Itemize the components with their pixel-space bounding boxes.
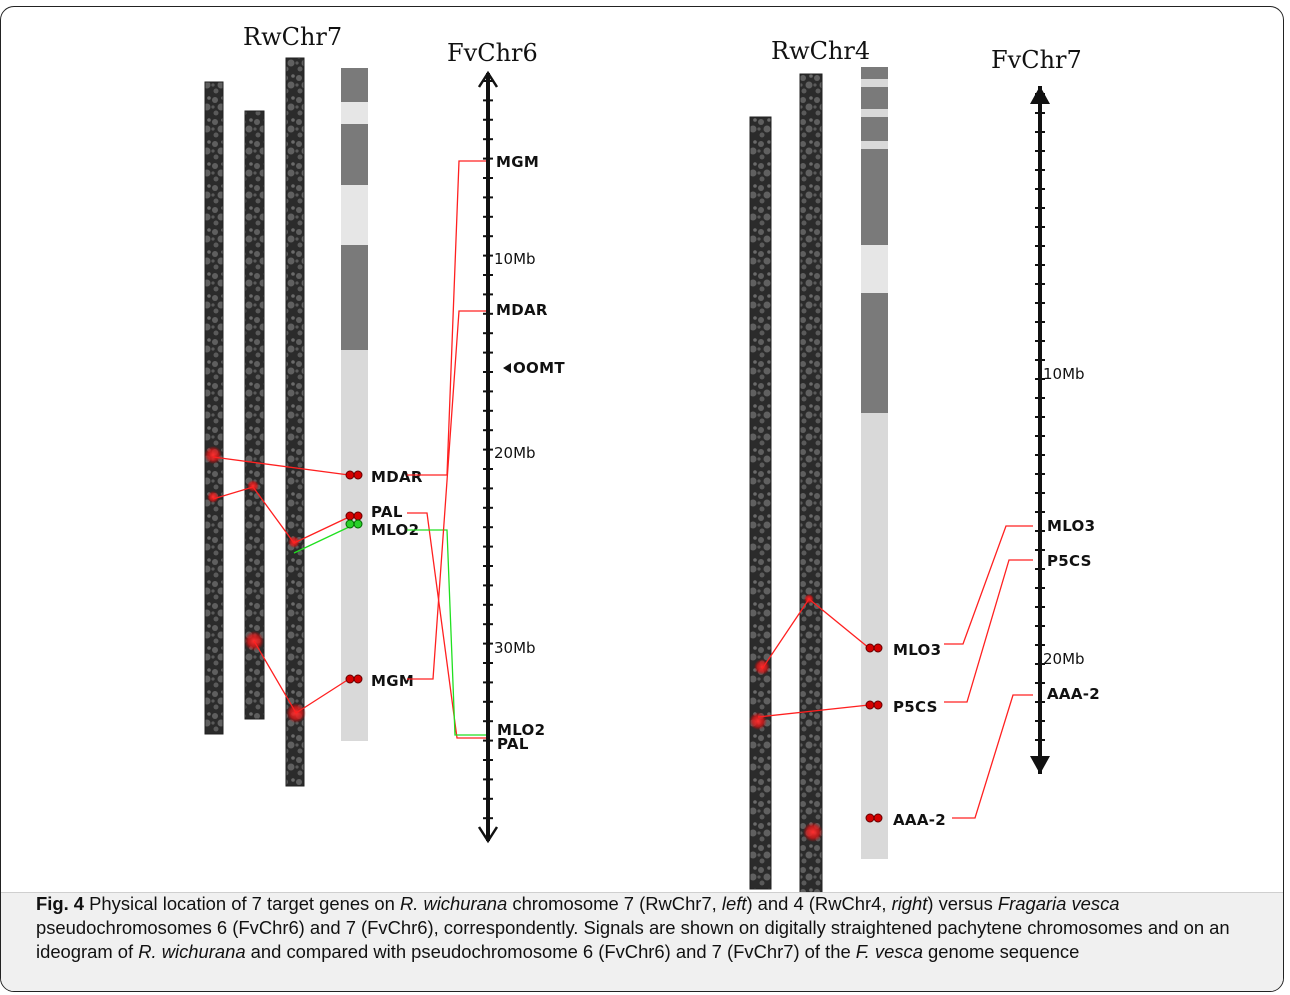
caption-text: chromosome 7 (RwChr7, bbox=[507, 893, 722, 914]
caption-italic: right bbox=[891, 893, 928, 914]
right-fv-label: FvChr7 bbox=[991, 46, 1082, 74]
red-link-line bbox=[407, 310, 487, 680]
red-link-line bbox=[253, 640, 350, 714]
arrow-up-icon bbox=[477, 70, 499, 88]
ideogram-gene-label: P5CS bbox=[893, 698, 938, 716]
fv-gene-label: OOMT bbox=[513, 359, 565, 377]
fv-gene-label: AAA-2 bbox=[1047, 685, 1100, 703]
red-link-line bbox=[944, 559, 1033, 703]
scale-label: 10Mb bbox=[1043, 365, 1085, 383]
gene-marker bbox=[873, 700, 883, 710]
arrow-down-icon bbox=[1030, 756, 1050, 774]
figure-frame: RwChr7 FvChr6 bbox=[0, 6, 1284, 992]
scale-label: 20Mb bbox=[1043, 650, 1085, 668]
left-ideogram bbox=[341, 68, 368, 741]
caption-italic: left bbox=[721, 893, 747, 914]
red-link-line bbox=[407, 160, 487, 476]
red-signal bbox=[749, 712, 767, 730]
caption-text: and compared with pseudochromosome 6 (Fv… bbox=[245, 941, 856, 962]
scale-label: 10Mb bbox=[494, 250, 536, 268]
gene-marker bbox=[873, 643, 883, 653]
figure-diagram: RwChr7 FvChr6 bbox=[204, 23, 1100, 892]
ideogram-gene-label: MGM bbox=[371, 672, 414, 690]
red-link-line bbox=[212, 456, 350, 476]
green-link-line bbox=[293, 526, 350, 554]
red-signal bbox=[803, 822, 823, 842]
caption-text: ) versus bbox=[927, 893, 998, 914]
fv-gene-label: MLO3 bbox=[1047, 517, 1095, 535]
red-signal bbox=[207, 491, 219, 503]
caption-italic: R. wichurana bbox=[399, 893, 508, 914]
gene-marker bbox=[865, 700, 875, 710]
ideogram-gene-label: MLO3 bbox=[893, 641, 941, 659]
gene-marker bbox=[865, 643, 875, 653]
figure-number: Fig. 4 bbox=[36, 893, 85, 914]
left-chromosome-1 bbox=[204, 81, 224, 735]
gene-marker bbox=[353, 674, 363, 684]
caption-italic: Fragaria vesca bbox=[997, 893, 1120, 914]
red-link-line bbox=[407, 512, 487, 739]
red-link-line bbox=[952, 694, 1033, 819]
ideogram-gene-label: MDAR bbox=[371, 468, 423, 486]
red-link-line bbox=[212, 486, 350, 544]
gene-marker bbox=[353, 519, 363, 529]
left-chromosome-3 bbox=[285, 57, 305, 787]
right-chromosome-2 bbox=[799, 73, 823, 892]
ideogram-gene-label: MLO2 bbox=[371, 521, 419, 539]
left-fv-label: FvChr6 bbox=[447, 39, 538, 67]
left-rw-label: RwChr7 bbox=[243, 23, 342, 51]
fv-gene-label: MDAR bbox=[496, 301, 548, 319]
fv-gene-label: P5CS bbox=[1047, 552, 1092, 570]
caption-italic: R. wichurana bbox=[138, 941, 246, 962]
red-link-line bbox=[944, 525, 1033, 645]
scale-label: 20Mb bbox=[494, 444, 536, 462]
gene-marker bbox=[873, 813, 883, 823]
caption-text: pseudochromosomes 6 (FvChr6) and 7 (FvCh… bbox=[36, 917, 1230, 962]
red-signal bbox=[204, 446, 222, 464]
left-panel: RwChr7 FvChr6 bbox=[204, 23, 565, 844]
caption-background bbox=[1, 892, 1283, 991]
pointer-arrow-icon bbox=[503, 363, 511, 373]
fv-gene-label: PAL bbox=[497, 735, 529, 753]
caption-italic: F. vesca bbox=[855, 941, 923, 962]
red-signal bbox=[247, 480, 259, 492]
fv-gene-label: MGM bbox=[496, 153, 539, 171]
caption-text: Physical location of 7 target genes on bbox=[84, 893, 400, 914]
right-chromosome-1 bbox=[749, 116, 772, 890]
ideogram-gene-label: AAA-2 bbox=[893, 811, 946, 829]
arrow-down-icon bbox=[477, 826, 499, 844]
red-link-line bbox=[757, 704, 870, 718]
right-rw-label: RwChr4 bbox=[771, 37, 870, 65]
green-link-line bbox=[407, 529, 487, 736]
fv-axis-right bbox=[1030, 86, 1050, 774]
gene-marker bbox=[345, 674, 355, 684]
figure-caption: Fig. 4 Physical location of 7 target gen… bbox=[36, 892, 1266, 964]
fv-gene-label: MLO2 bbox=[497, 721, 545, 739]
gene-marker bbox=[345, 470, 355, 480]
caption-text: ) and 4 (RwChr4, bbox=[746, 893, 892, 914]
scale-label: 30Mb bbox=[494, 639, 536, 657]
gene-marker bbox=[345, 519, 355, 529]
gene-marker bbox=[353, 511, 363, 521]
right-ideogram bbox=[861, 67, 888, 859]
gene-marker bbox=[865, 813, 875, 823]
gene-marker bbox=[353, 470, 363, 480]
red-link-line bbox=[761, 598, 870, 670]
left-chromosome-2 bbox=[244, 110, 265, 720]
caption-text: genome sequence bbox=[922, 941, 1080, 962]
arrow-up-icon bbox=[1030, 86, 1050, 104]
ideogram-gene-label: PAL bbox=[371, 503, 403, 521]
right-panel: RwChr4 FvChr7 MLO3 P5CS AAA- bbox=[749, 37, 1100, 892]
gene-marker bbox=[345, 511, 355, 521]
fv-axis-left bbox=[477, 70, 499, 844]
